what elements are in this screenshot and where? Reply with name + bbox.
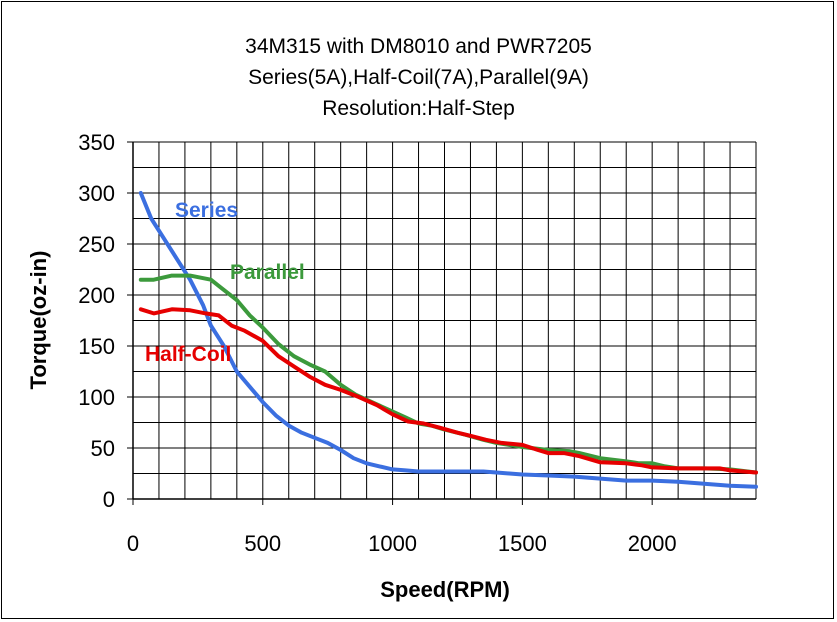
- y-tick-label: 350: [78, 130, 115, 155]
- series-label-parallel: Parallel: [230, 261, 305, 284]
- chart-resolution: Resolution:Half-Step: [322, 97, 515, 120]
- x-tick-label: 2000: [628, 531, 677, 556]
- chart-subtitle: Series(5A),Half-Coil(7A),Parallel(9A): [248, 66, 589, 89]
- chart-title: 34M315 with DM8010 and PWR7205: [245, 35, 592, 58]
- y-tick-label: 100: [78, 385, 115, 410]
- x-tick-label: 500: [244, 531, 281, 556]
- grid: [132, 141, 757, 500]
- series-label-half-coil: Half-Coil: [145, 343, 231, 366]
- y-tick-label: 0: [103, 487, 115, 512]
- series-line-parallel: [138, 273, 758, 475]
- series-lines: [138, 191, 758, 489]
- x-tick-label: 1500: [498, 531, 547, 556]
- y-tick-label: 300: [78, 181, 115, 206]
- x-tick-label: 1000: [368, 531, 417, 556]
- y-tick-label: 200: [78, 283, 115, 308]
- y-tick-label: 50: [91, 436, 115, 461]
- y-tick-label: 250: [78, 232, 115, 257]
- y-tick-label: 150: [78, 334, 115, 359]
- series-line-series: [138, 191, 758, 489]
- x-tick-label: 0: [127, 531, 139, 556]
- series-line-half-coil: [138, 307, 758, 475]
- y-axis-title: Torque(oz-in): [26, 251, 51, 390]
- x-axis-title: Speed(RPM): [380, 577, 510, 602]
- labels: Speed(RPM) Torque(oz-in) Series Parallel…: [26, 130, 677, 602]
- series-label-series: Series: [175, 199, 238, 222]
- axes: [127, 141, 756, 505]
